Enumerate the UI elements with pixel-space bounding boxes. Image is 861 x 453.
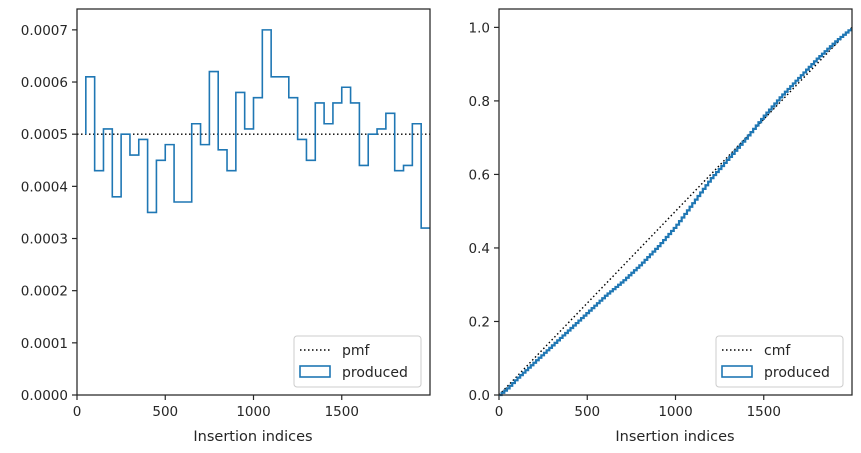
cmf-produced-cumulative-line	[499, 28, 853, 397]
cmf-series-layer	[498, 26, 853, 397]
pmf-x-tick-label: 1000	[236, 404, 270, 420]
cmf-cmf-line	[498, 26, 853, 396]
pmf-series-layer	[77, 29, 430, 229]
pmf-x-tick-label: 1500	[325, 404, 359, 420]
cmf-y-tick-label: 0.0	[469, 388, 490, 404]
cmf-x-tick-label: 0	[495, 404, 504, 420]
cmf-axis-ticks: 0 500 1000 1500 0.0 0.2 0.4 0.6 0.8 1.0	[469, 20, 781, 420]
pmf-plot-frame	[76, 8, 431, 396]
cmf-legend-produced-swatch	[721, 365, 753, 378]
pmf-produced-histogram	[85, 29, 430, 229]
cmf-panel: 0 500 1000 1500 0.0 0.2 0.4 0.6 0.8 1.0 Insertion…	[469, 8, 853, 445]
pmf-y-tick-label: 0.0006	[21, 75, 68, 91]
cmf-y-tick-label: 0.2	[469, 314, 490, 330]
pmf-y-tick-label: 0.0002	[21, 284, 68, 300]
cmf-legend-produced-label: produced	[764, 365, 830, 381]
pmf-axis-ticks: 0 500 1000 1500 0.0000 0.0001 0.0002 0.0003 0.00…	[21, 23, 359, 420]
pmf-y-tick-label: 0.0005	[21, 127, 68, 143]
cmf-legend-box	[715, 335, 844, 388]
pmf-x-axis-label: Insertion indices	[193, 429, 312, 445]
pmf-y-tick-label: 0.0003	[21, 232, 68, 248]
cmf-plot-frame	[498, 8, 853, 396]
pmf-legend: pmf produced	[293, 335, 422, 388]
cmf-x-axis-label: Insertion indices	[615, 429, 734, 445]
pmf-legend-produced-label: produced	[342, 365, 408, 381]
cmf-y-tick-label: 0.6	[469, 167, 490, 183]
pmf-panel: 0 500 1000 1500 0.0000 0.0001 0.0002 0.0003 0.00…	[21, 8, 431, 445]
pmf-legend-box	[293, 335, 422, 388]
pmf-legend-produced-swatch	[299, 365, 331, 378]
cmf-legend-cmf-label: cmf	[764, 343, 791, 359]
pmf-legend-pmf-label: pmf	[342, 343, 371, 359]
pmf-x-tick-label: 0	[73, 404, 82, 420]
cmf-x-tick-label: 1000	[658, 404, 692, 420]
cmf-y-tick-label: 0.8	[469, 94, 490, 110]
pmf-x-tick-label: 500	[152, 404, 178, 420]
cmf-y-tick-label: 0.4	[469, 241, 490, 257]
pmf-y-tick-label: 0.0004	[21, 179, 68, 195]
pmf-y-tick-label: 0.0000	[21, 388, 68, 404]
pmf-y-tick-label: 0.0007	[21, 23, 68, 39]
cmf-x-tick-label: 500	[574, 404, 600, 420]
pmf-y-tick-label: 0.0001	[21, 336, 68, 352]
cmf-x-tick-label: 1500	[747, 404, 781, 420]
cmf-y-tick-label: 1.0	[469, 20, 490, 36]
cmf-legend: cmf produced	[715, 335, 844, 388]
